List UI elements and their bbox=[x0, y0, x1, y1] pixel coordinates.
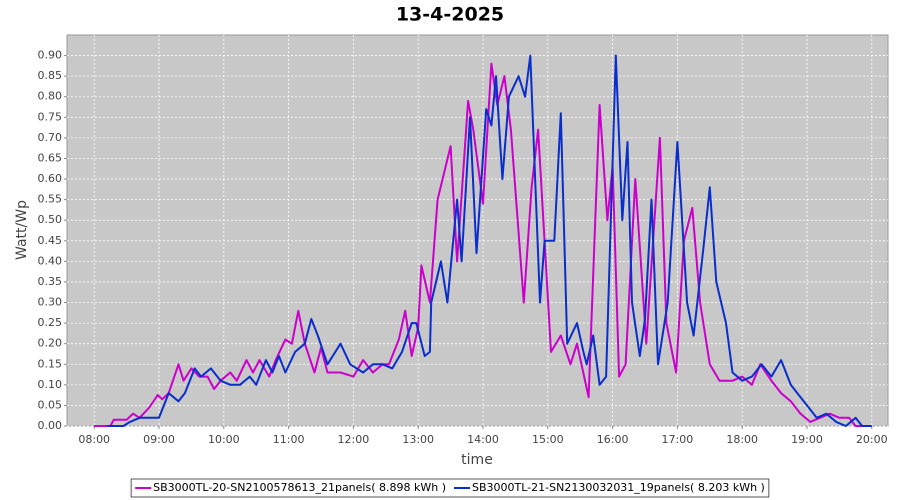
y-tick-label: 0.65 bbox=[38, 151, 63, 164]
x-tick-label: 10:00 bbox=[208, 433, 240, 446]
legend: SB3000TL-20-SN2100578613_21panels( 8.898… bbox=[130, 478, 770, 498]
y-tick-label: 0.35 bbox=[38, 275, 63, 288]
x-tick-label: 11:00 bbox=[273, 433, 305, 446]
legend-label: SB3000TL-20-SN2100578613_21panels( 8.898… bbox=[153, 481, 446, 494]
x-tick-label: 16:00 bbox=[597, 433, 629, 446]
y-tick-label: 0.55 bbox=[38, 193, 63, 206]
x-tick-label: 15:00 bbox=[532, 433, 564, 446]
series-line bbox=[94, 62, 866, 427]
x-tick-label: 19:00 bbox=[791, 433, 823, 446]
x-tick-label: 13:00 bbox=[402, 433, 434, 446]
y-tick-label: 0.80 bbox=[38, 90, 63, 103]
x-tick-label: 09:00 bbox=[143, 433, 175, 446]
series-line bbox=[107, 54, 872, 427]
x-axis-label: time bbox=[461, 452, 493, 468]
legend-box bbox=[130, 478, 770, 498]
y-tick-label: 0.50 bbox=[38, 213, 63, 226]
y-tick-label: 0.70 bbox=[38, 131, 63, 144]
y-tick-label: 0.00 bbox=[38, 419, 63, 432]
y-axis-label: Watt/Wp bbox=[14, 200, 30, 260]
y-tick-label: 0.05 bbox=[38, 398, 63, 411]
x-tick-label: 12:00 bbox=[338, 433, 370, 446]
legend-label: SB3000TL-21-SN2130032031_19panels( 8.203… bbox=[472, 481, 765, 494]
x-tick-label: 18:00 bbox=[726, 433, 758, 446]
y-tick-label: 0.75 bbox=[38, 110, 63, 123]
y-tick-label: 0.25 bbox=[38, 316, 63, 329]
y-tick-label: 0.10 bbox=[38, 378, 63, 391]
x-tick-label: 08:00 bbox=[78, 433, 110, 446]
y-tick-label: 0.90 bbox=[38, 49, 63, 62]
y-tick-label: 0.30 bbox=[38, 296, 63, 309]
x-tick-label: 17:00 bbox=[662, 433, 694, 446]
x-tick-label: 20:00 bbox=[856, 433, 888, 446]
y-tick-label: 0.60 bbox=[38, 172, 63, 185]
y-tick-label: 0.85 bbox=[38, 69, 63, 82]
y-tick-label: 0.45 bbox=[38, 234, 63, 247]
y-tick-label: 0.15 bbox=[38, 357, 63, 370]
y-tick-label: 0.40 bbox=[38, 254, 63, 267]
x-tick-label: 14:00 bbox=[467, 433, 499, 446]
chart-title: 13-4-2025 bbox=[396, 4, 504, 26]
y-tick-label: 0.20 bbox=[38, 337, 63, 350]
